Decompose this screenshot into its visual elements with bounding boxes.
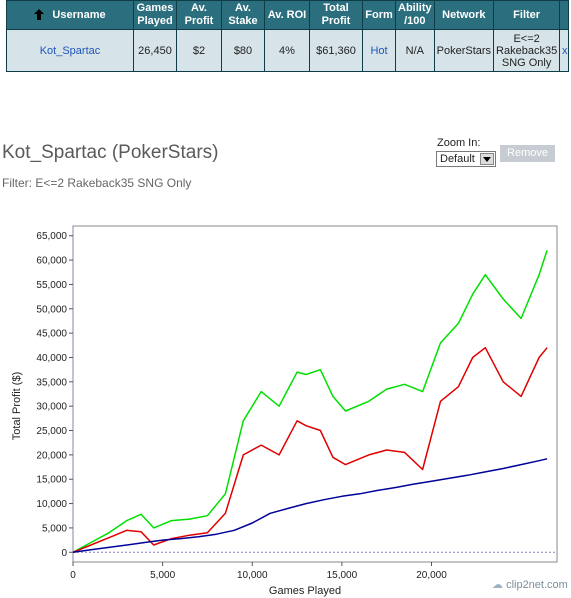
remove-filter-cell: x [559,29,570,72]
zoom-select[interactable]: Default [436,151,496,167]
form-cell: Hot [362,29,396,72]
y-tick-label: 5,000 [42,523,67,534]
remove-filter-link[interactable]: x [561,44,568,57]
remove-button[interactable]: Remove [500,145,555,162]
form-header[interactable]: Form [362,0,396,30]
av-profit-header[interactable]: Av. Profit [176,0,222,30]
form-link[interactable]: Hot [370,44,388,57]
zoom-selected-value: Default [440,153,475,165]
av-stake-header[interactable]: Av. Stake [221,0,265,30]
filter-cell: E<=2 Rakeback35 SNG Only [493,29,561,72]
y-tick-label: 30,000 [36,402,67,413]
y-tick-label: 35,000 [36,377,67,388]
y-tick-label: 55,000 [36,280,67,291]
x-tick-label: 10,000 [237,570,268,581]
x-tick-label: 15,000 [327,570,358,581]
y-tick-label: 60,000 [36,256,67,267]
filter-extra-header [559,0,570,30]
watermark-text: clip2net.com [506,579,568,591]
series-line [72,250,548,553]
av-roi-cell: 4% [264,29,310,72]
x-tick-label: 0 [70,570,76,581]
username-header-label: Username [52,8,106,21]
zoom-label: Zoom In: [437,137,481,149]
plot-area [72,225,558,563]
y-tick-label: 0 [61,548,67,559]
watermark: ☁ clip2net.com [492,578,568,591]
table-row: Kot_Spartac 26,450 $2 $80 4% $61,360 Hot… [6,29,570,72]
y-tick-label: 45,000 [36,329,67,340]
y-tick-label: 10,000 [36,499,67,510]
chevron-down-icon[interactable] [480,153,494,165]
total-profit-cell: $61,360 [309,29,363,72]
y-tick-label: 25,000 [36,426,67,437]
network-cell: PokerStars [433,29,495,72]
clip2net-logo-icon: ☁ [492,579,503,591]
player-stats-table: Username Games Played Av. Profit Av. Sta… [6,0,570,72]
x-tick-label: 5,000 [150,570,175,581]
filter-description: Filter: E<=2 Rakeback35 SNG Only [2,176,192,190]
y-tick-label: 20,000 [36,450,67,461]
av-roi-header[interactable]: Av. ROI [264,0,310,30]
profit-chart: 0 5,000 10,000 15,000 20,000 25,000 30,000 35,0… [11,225,558,597]
table-header-row: Username Games Played Av. Profit Av. Sta… [6,0,570,30]
games-played-cell: 26,450 [133,29,177,72]
y-tick-label: 50,000 [36,304,67,315]
username-cell: Kot_Spartac [6,29,134,72]
username-header[interactable]: Username [6,0,134,30]
ability-header[interactable]: Ability /100 [395,0,435,30]
av-profit-cell: $2 [176,29,222,72]
username-link[interactable]: Kot_Spartac [39,44,101,57]
page-title: Kot_Spartac (PokerStars) [2,142,219,163]
series-line [72,458,548,554]
total-profit-header[interactable]: Total Profit [309,0,363,30]
sort-up-icon[interactable] [34,9,45,21]
av-stake-cell: $80 [221,29,265,72]
y-tick-label: 15,000 [36,475,67,486]
y-tick-label: 40,000 [36,353,67,364]
y-axis-title: Total Profit ($) [11,372,23,440]
ability-cell: N/A [395,29,435,72]
y-tick-label: 65,000 [36,231,67,242]
network-header[interactable]: Network [433,0,495,30]
x-tick-label: 20,000 [416,570,447,581]
series-line [72,346,548,553]
x-axis-title: Games Played [269,585,341,597]
games-played-header[interactable]: Games Played [133,0,177,30]
filter-header[interactable]: Filter [493,0,561,30]
